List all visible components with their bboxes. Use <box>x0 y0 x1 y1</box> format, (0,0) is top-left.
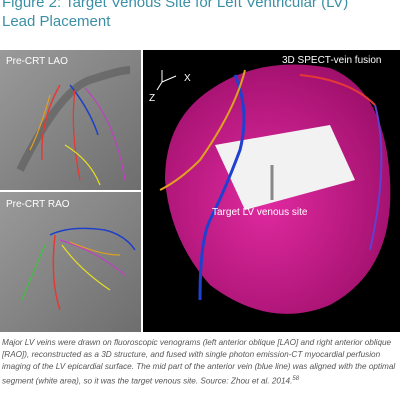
source: Source: Zhou et al. 2014. <box>200 376 293 386</box>
axis-label: X <box>184 73 191 84</box>
reference: 58 <box>292 376 300 382</box>
title-line: Figure 2: Target Venous Site for Left Ve… <box>2 0 349 11</box>
panel-label: Pre-CRT RAO <box>6 199 70 210</box>
panel-label: 3D SPECT-vein fusion <box>282 55 382 66</box>
axis-label: Z <box>149 93 155 104</box>
panel-label: Pre-CRT LAO <box>6 56 68 67</box>
title-line: Lead Placement <box>2 13 111 30</box>
figure-image: Pre-CRT LAO Pre-CRT RAO X Z 3D SPECT-vei… <box>0 50 400 332</box>
lao-image <box>0 50 141 190</box>
annotation: Target LV venous site <box>212 207 308 218</box>
caption-text: Major LV veins were drawn on fluoroscopi… <box>2 338 396 386</box>
rao-image <box>0 192 141 332</box>
caption: Major LV veins were drawn on fluoroscopi… <box>2 337 398 388</box>
figure-title: Figure 2: Target Venous Site for Left Ve… <box>2 0 348 31</box>
